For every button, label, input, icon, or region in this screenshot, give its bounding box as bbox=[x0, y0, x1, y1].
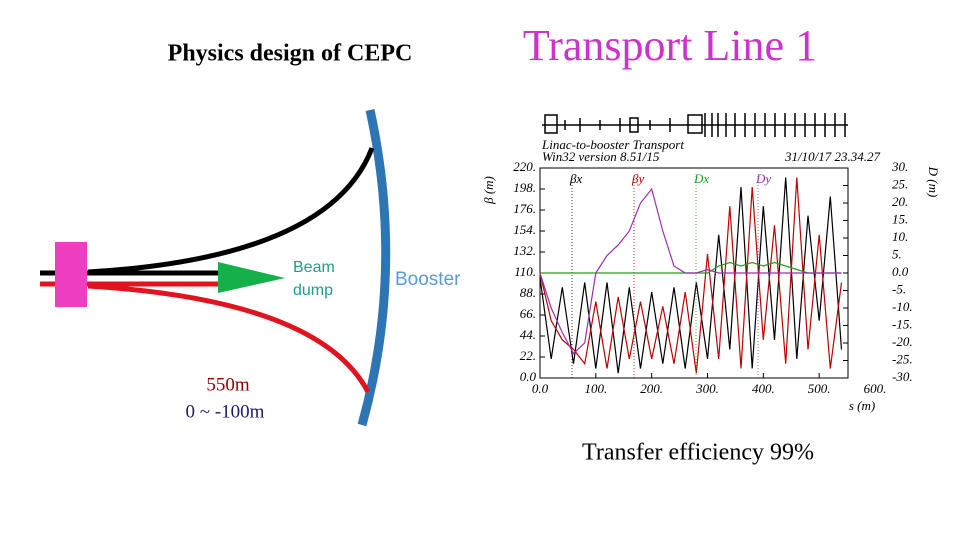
height-label: 0 ~ -100m bbox=[186, 401, 265, 422]
linac-block bbox=[55, 242, 87, 307]
x-tick-label: 200. bbox=[640, 381, 663, 396]
y2-axis-label: D (m) bbox=[926, 166, 941, 198]
y2-tick-label: -15. bbox=[892, 316, 913, 331]
y2-tick-label: 15. bbox=[892, 211, 908, 226]
legend-label: Dy bbox=[755, 171, 771, 186]
y2-tick-label: 20. bbox=[892, 194, 908, 209]
y2-tick-label: 10. bbox=[892, 229, 908, 244]
y2-tick-label: -5. bbox=[892, 281, 906, 296]
y-axis-label: β (m) bbox=[481, 176, 496, 205]
lattice-element bbox=[629, 117, 639, 133]
x-tick-label: 600. bbox=[864, 381, 887, 396]
legend-label: Dx bbox=[693, 171, 709, 186]
legend-label: βy bbox=[631, 171, 644, 186]
plot-timestamp: 31/10/17 23.34.27 bbox=[784, 149, 880, 164]
lattice-element bbox=[544, 114, 558, 134]
x-tick-label: 0.0 bbox=[532, 381, 549, 396]
series-line bbox=[539, 177, 843, 374]
x-tick-label: 400. bbox=[752, 381, 775, 396]
title-right: Transport Line 1 bbox=[523, 21, 817, 70]
beam-dump-label: Beam bbox=[293, 259, 335, 276]
y-tick-label: 22. bbox=[520, 348, 536, 363]
legend-label: βx bbox=[569, 171, 582, 186]
lattice-elements bbox=[564, 113, 846, 137]
y-tick-label: 0.0 bbox=[520, 369, 537, 384]
y-tick-label: 110. bbox=[514, 264, 536, 279]
plot-subtitle: Win32 version 8.51/15 bbox=[542, 149, 660, 164]
y-tick-label: 66. bbox=[520, 306, 536, 321]
y2-tick-label: -10. bbox=[892, 299, 913, 314]
y2-tick-label: 25. bbox=[892, 176, 908, 191]
beam-line-red bbox=[87, 283, 371, 394]
y2-tick-label: 5. bbox=[892, 246, 902, 261]
y-tick-label: 132. bbox=[513, 243, 536, 258]
lattice-strip bbox=[542, 113, 848, 137]
x-axis-label: s (m) bbox=[849, 398, 875, 413]
length-label: 550m bbox=[206, 374, 250, 395]
y2-tick-label: -25. bbox=[892, 351, 913, 366]
y-tick-label: 220. bbox=[513, 159, 536, 174]
y-tick-label: 88. bbox=[520, 285, 536, 300]
booster-diagram: Beam dump Booster 550m 0 ~ -100m bbox=[40, 109, 461, 427]
booster-label: Booster bbox=[395, 269, 461, 290]
y2-tick-label: 30. bbox=[891, 159, 908, 174]
series-line bbox=[539, 187, 842, 355]
y2-tick-label: -30. bbox=[892, 369, 913, 384]
y-tick-label: 44. bbox=[520, 327, 536, 342]
beam-dump-arrow bbox=[218, 262, 285, 293]
optics-plot: Linac-to-booster Transport Win32 version… bbox=[481, 137, 941, 413]
y2-tick-label: -20. bbox=[892, 334, 913, 349]
booster-ring bbox=[357, 109, 391, 427]
series-line bbox=[539, 177, 843, 374]
series-line bbox=[540, 261, 842, 274]
y-tick-label: 176. bbox=[513, 201, 536, 216]
x-tick-label: 300. bbox=[695, 381, 719, 396]
lattice-element bbox=[687, 114, 703, 134]
caption: Transfer efficiency 99% bbox=[582, 440, 814, 466]
plot-title: Linac-to-booster Transport bbox=[541, 137, 684, 152]
x-tick-label: 500. bbox=[808, 381, 831, 396]
beam-dump-label: dump bbox=[293, 282, 333, 299]
title-left: Physics design of CEPC bbox=[168, 41, 413, 67]
beam-line-black bbox=[87, 147, 375, 275]
y-tick-label: 198. bbox=[513, 180, 536, 195]
y2-tick-label: 0.0 bbox=[892, 264, 909, 279]
y-tick-label: 154. bbox=[513, 222, 536, 237]
x-tick-label: 100. bbox=[584, 381, 607, 396]
